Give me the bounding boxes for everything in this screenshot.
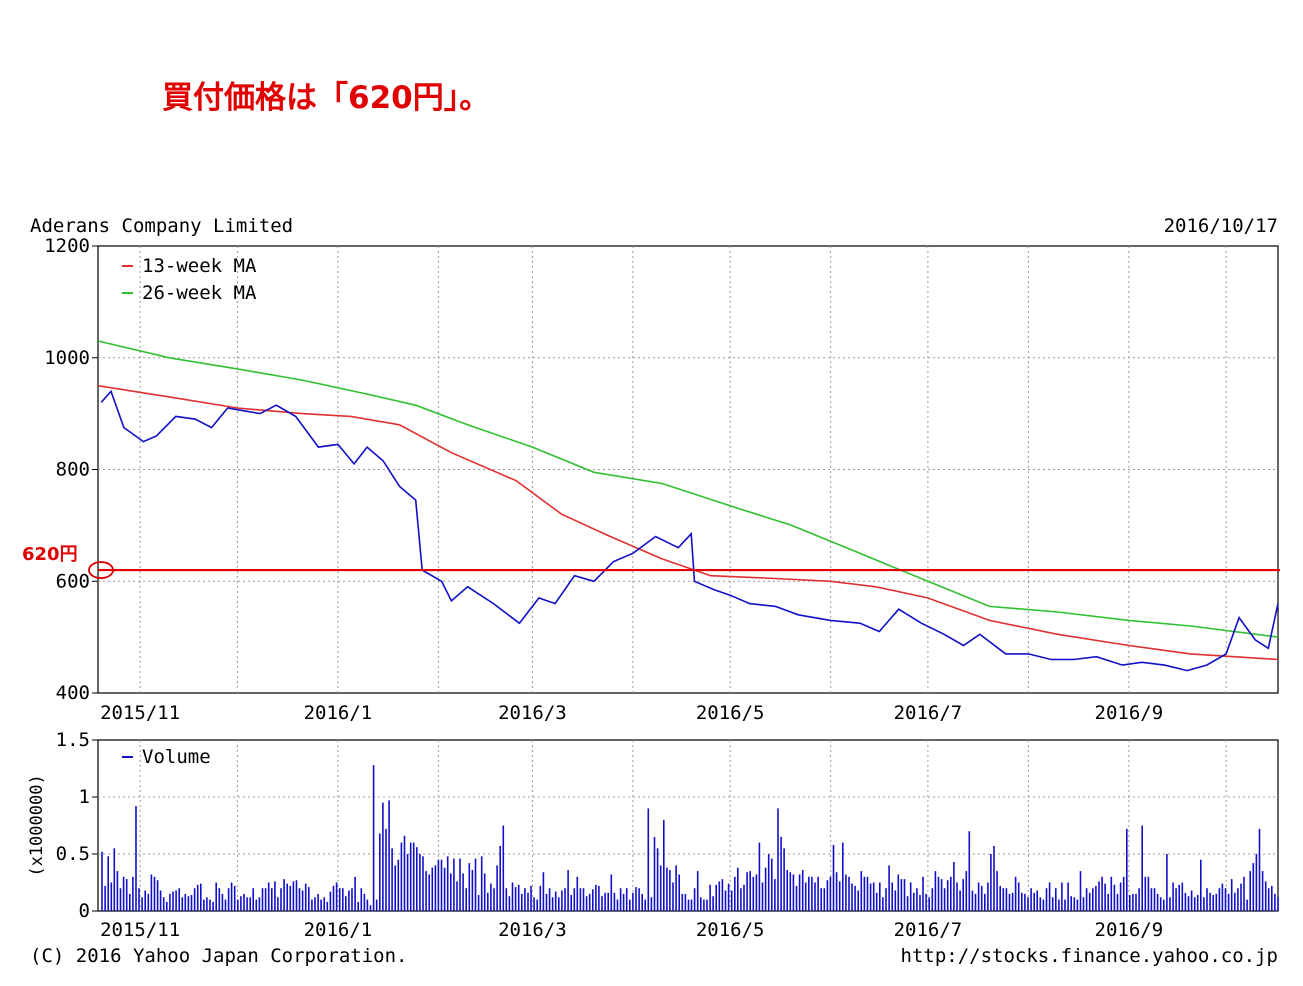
series-line-price — [100, 389, 1279, 672]
volume-y-tick-label: 1.5 — [56, 729, 90, 751]
legend-label: 26-week MA — [142, 282, 257, 304]
x-tick-label: 2016/3 — [498, 919, 567, 941]
chart-date: 2016/10/17 — [1164, 215, 1278, 237]
x-tick-label: 2016/5 — [696, 919, 765, 941]
volume-y-tick-label: 0.5 — [56, 843, 90, 865]
volume-axis-label: (x1000000) — [27, 774, 47, 876]
x-tick-label: 2016/1 — [304, 919, 373, 941]
x-tick-label: 2016/1 — [304, 702, 373, 724]
series-line-26-week-ma — [97, 340, 1279, 638]
source-url: http://stocks.finance.yahoo.co.jp — [901, 945, 1279, 967]
volume-panel: 0 0.5 1 1.5 2015/11 2016/1 2016/3 2016/5 2016/7 2… — [27, 729, 1279, 941]
volume-plot-frame — [97, 739, 1279, 912]
y-tick-label: 800 — [56, 459, 90, 481]
x-tick-label: 2015/11 — [100, 919, 180, 941]
legend-label: Volume — [142, 746, 211, 768]
x-tick-label: 2016/9 — [1095, 919, 1164, 941]
legend-label: 13-week MA — [142, 255, 257, 277]
x-tick-label: 2015/11 — [100, 702, 180, 724]
reference-label: 620円 — [22, 544, 78, 565]
headline: 買付価格は「620円」。 — [162, 80, 491, 116]
price-panel: 400 600 800 1000 1200 2015/11 2016/1 2016/3 2016… — [22, 235, 1280, 724]
x-tick-label: 2016/3 — [498, 702, 567, 724]
y-tick-label: 1200 — [44, 235, 90, 257]
y-tick-label: 400 — [56, 682, 90, 704]
x-tick-label: 2016/7 — [894, 702, 963, 724]
x-tick-label: 2016/5 — [696, 702, 765, 724]
y-tick-label: 600 — [56, 570, 90, 592]
volume-y-tick-label: 1 — [79, 786, 90, 808]
copyright: (C) 2016 Yahoo Japan Corporation. — [30, 945, 408, 967]
y-tick-label: 1000 — [44, 347, 90, 369]
x-tick-label: 2016/9 — [1095, 702, 1164, 724]
volume-y-tick-label: 0 — [79, 900, 90, 922]
x-tick-label: 2016/7 — [894, 919, 963, 941]
series-line-13-week-ma — [97, 384, 1279, 661]
company-name: Aderans Company Limited — [30, 215, 293, 237]
reference-marker-circle — [88, 561, 114, 579]
